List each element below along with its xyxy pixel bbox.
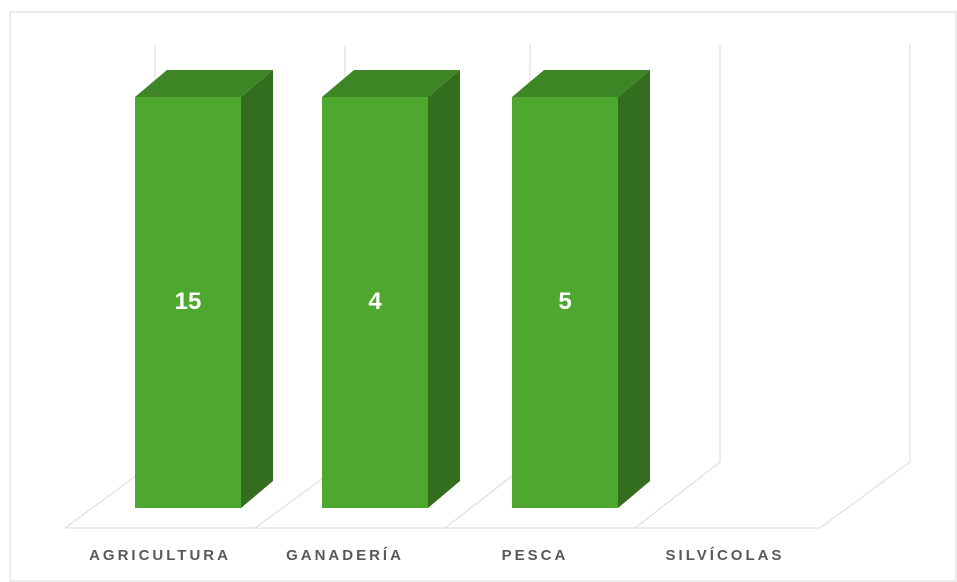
bar: [512, 97, 618, 508]
data-label: 4: [368, 288, 382, 315]
bar: [135, 97, 241, 508]
bar: [322, 97, 428, 508]
x-tick-label: SILVÍCOLAS: [666, 547, 785, 564]
bar-side: [241, 70, 273, 508]
data-label: 5: [558, 288, 571, 315]
bar-top: [512, 70, 650, 97]
bar-side: [428, 70, 460, 508]
bar-top: [135, 70, 273, 97]
x-tick-label: AGRICULTURA: [89, 547, 231, 564]
floor-divider: [634, 461, 721, 529]
bar-top: [322, 70, 460, 97]
bar-side: [618, 70, 650, 508]
data-label: 15: [175, 288, 202, 315]
floor-edge: [65, 461, 911, 529]
chart-frame: [9, 11, 957, 582]
x-tick-label: GANADERÍA: [286, 547, 404, 564]
x-tick-label: PESCA: [502, 547, 569, 564]
